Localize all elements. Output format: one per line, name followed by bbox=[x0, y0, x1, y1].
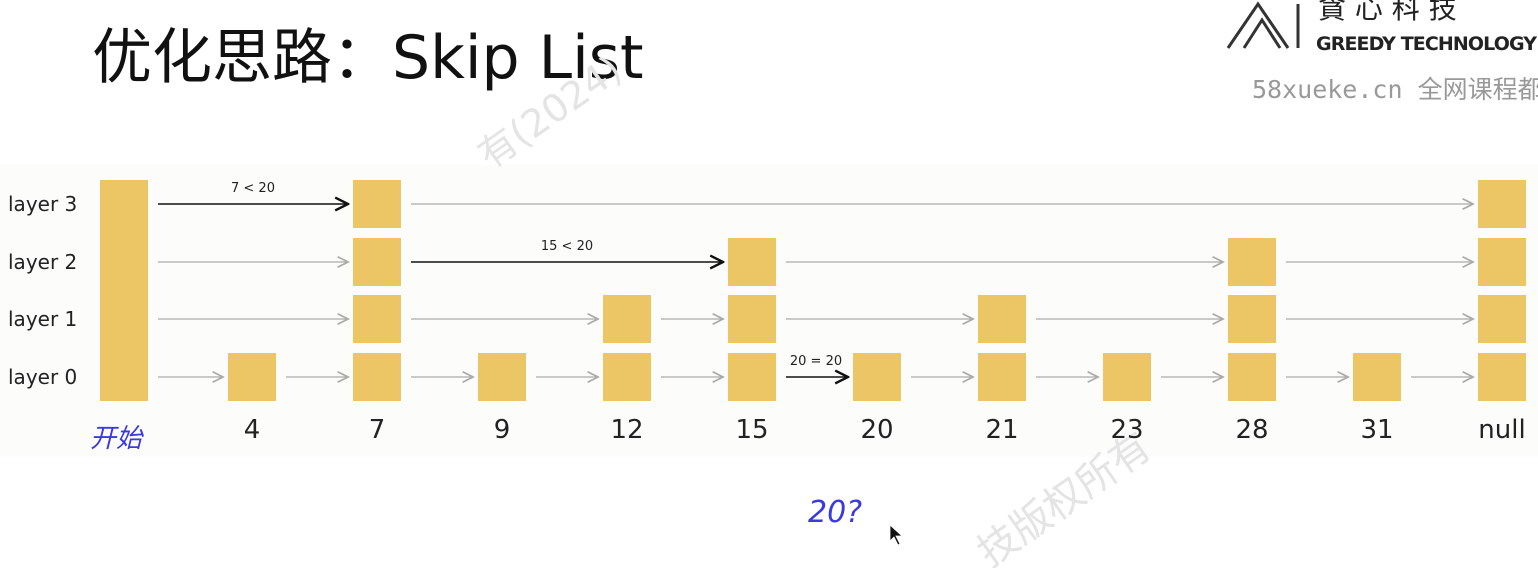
node bbox=[1478, 180, 1526, 228]
node-label: 21 bbox=[985, 415, 1018, 445]
node bbox=[728, 238, 776, 286]
annotation: 20 = 20 bbox=[790, 354, 842, 369]
node bbox=[353, 180, 401, 228]
node-label: 4 bbox=[244, 415, 261, 445]
node bbox=[1353, 353, 1401, 401]
node-label: 9 bbox=[494, 415, 511, 445]
node-label: 12 bbox=[610, 415, 643, 445]
node bbox=[728, 353, 776, 401]
node-label: 15 bbox=[735, 415, 768, 445]
node-label: 28 bbox=[1235, 415, 1268, 445]
node bbox=[1478, 238, 1526, 286]
node bbox=[353, 238, 401, 286]
site-text: 58xueke.cn 全网课程都 bbox=[1252, 75, 1538, 104]
node bbox=[603, 353, 651, 401]
node bbox=[1228, 295, 1276, 343]
node bbox=[478, 353, 526, 401]
node bbox=[978, 353, 1026, 401]
node bbox=[1103, 353, 1151, 401]
node-label: 7 bbox=[369, 415, 386, 445]
cursor bbox=[889, 524, 904, 546]
head-node bbox=[100, 180, 148, 401]
layer-label: layer 1 bbox=[8, 307, 77, 331]
node-label: 23 bbox=[1110, 415, 1143, 445]
node bbox=[353, 295, 401, 343]
layer-label: layer 0 bbox=[8, 365, 77, 389]
node bbox=[1478, 295, 1526, 343]
node bbox=[353, 353, 401, 401]
logo-cn: 貪 心 科 技 bbox=[1318, 0, 1457, 25]
node bbox=[978, 295, 1026, 343]
handwriting-start: 开始 bbox=[90, 424, 144, 454]
node-label: 20 bbox=[860, 415, 893, 445]
logo-icon bbox=[1226, 1, 1300, 49]
title: 优化思路：Skip List bbox=[92, 23, 644, 93]
layer-label: layer 3 bbox=[8, 192, 77, 216]
node bbox=[1228, 238, 1276, 286]
annotation: 15 < 20 bbox=[541, 239, 593, 254]
node-label: 31 bbox=[1360, 415, 1393, 445]
handwriting-query: 20? bbox=[808, 495, 862, 530]
layer-label: layer 2 bbox=[8, 250, 77, 274]
node-label: null bbox=[1478, 415, 1525, 445]
node bbox=[603, 295, 651, 343]
node bbox=[853, 353, 901, 401]
node bbox=[228, 353, 276, 401]
node bbox=[728, 295, 776, 343]
logo-en: GREEDY TECHNOLOGY bbox=[1316, 33, 1538, 55]
node bbox=[1228, 353, 1276, 401]
annotation: 7 < 20 bbox=[231, 181, 275, 196]
node bbox=[1478, 353, 1526, 401]
